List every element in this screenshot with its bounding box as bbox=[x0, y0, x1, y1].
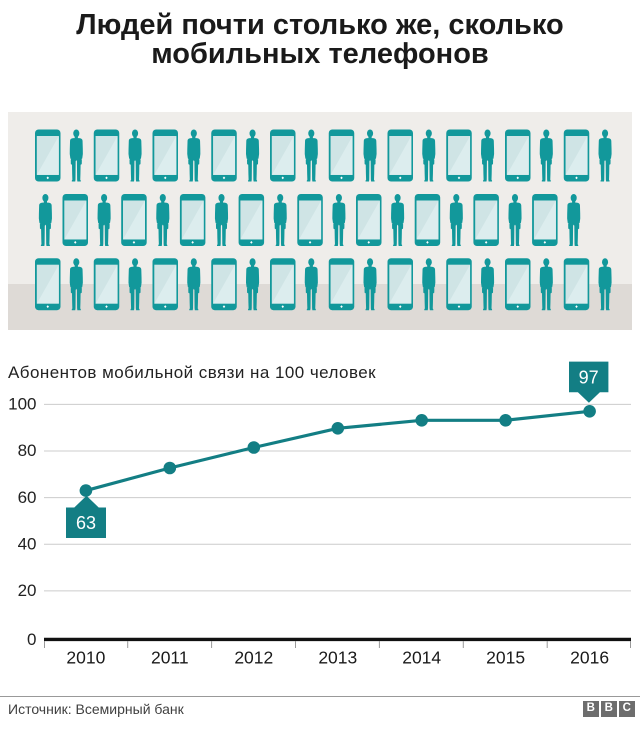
svg-text:0: 0 bbox=[27, 630, 36, 649]
svg-text:20: 20 bbox=[18, 581, 37, 600]
svg-text:60: 60 bbox=[18, 488, 37, 507]
svg-text:80: 80 bbox=[18, 441, 37, 460]
svg-text:63: 63 bbox=[76, 513, 96, 533]
svg-text:2013: 2013 bbox=[318, 648, 357, 668]
svg-text:2014: 2014 bbox=[402, 648, 441, 668]
svg-text:40: 40 bbox=[18, 534, 37, 553]
svg-text:2015: 2015 bbox=[486, 648, 525, 668]
svg-text:2012: 2012 bbox=[234, 648, 273, 668]
svg-text:97: 97 bbox=[579, 368, 599, 388]
svg-text:2011: 2011 bbox=[151, 648, 189, 668]
svg-text:2010: 2010 bbox=[66, 648, 105, 668]
svg-text:100: 100 bbox=[8, 395, 36, 414]
svg-text:2016: 2016 bbox=[570, 648, 609, 668]
